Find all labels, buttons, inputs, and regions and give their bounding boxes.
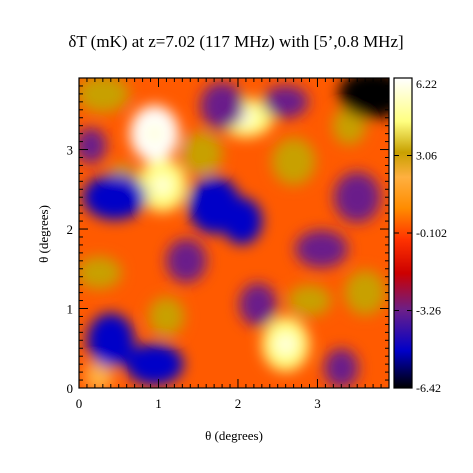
x-tick-label: 2 [235,396,242,411]
heatmap-feature-core [275,333,297,355]
heatmap-feature [333,171,381,223]
heatmap-feature [79,78,130,113]
heatmap-feature [338,78,389,119]
heatmap-feature-core [143,122,166,145]
heatmap-feature [181,131,223,176]
x-tick-label: 0 [76,396,83,411]
heatmap-feature [324,348,359,388]
heatmap-feature [200,82,244,130]
y-tick-label: 1 [67,302,74,317]
heatmap-feature [262,85,309,119]
heatmap-feature-core [153,176,172,195]
heatmap-feature [79,256,122,289]
heatmap-feature [332,106,366,145]
colorbar-tick-label: 3.06 [416,149,437,163]
heatmap-feature [271,137,316,186]
axis-ticks: 0 1 2 3 0 1 2 3 [67,77,390,411]
heatmap-feature [166,238,207,283]
colorbar-tick-label: -3.26 [416,304,441,318]
x-tick-label: 3 [314,396,321,411]
y-tick-label: 3 [67,143,74,158]
heatmap-feature [221,197,263,245]
heatmap-feature [148,297,185,336]
heatmap-feature [344,270,386,315]
x-tick-label: 1 [155,396,162,411]
heatmap-feature [287,284,332,317]
heatmap-feature [295,230,348,268]
colorbar-tick-label: -6.42 [416,381,441,395]
colorbar-tick-label: 6.22 [416,77,437,91]
colorbar-tick-label: -0.102 [416,226,447,240]
heatmap-feature [239,282,277,327]
heatmap-feature [79,127,107,164]
heatmap-field [79,78,389,388]
y-axis-label: θ (degrees) [36,205,51,263]
heatmap-feature [84,359,113,388]
heatmap-feature [83,174,147,220]
plot-frame [78,77,390,389]
x-axis-label: θ (degrees) [205,428,263,443]
colorbar-ticks: 6.22 3.06 -0.102 -3.26 -6.42 [394,77,447,395]
chart-title: δT (mK) at z=7.02 (117 MHz) with [5’,0.8… [68,32,403,51]
y-tick-label: 2 [67,222,74,237]
heatmap-feature [125,343,184,385]
y-tick-label: 0 [67,381,74,396]
heatmap-feature [87,313,135,368]
heatmap-plot-area [79,78,389,388]
